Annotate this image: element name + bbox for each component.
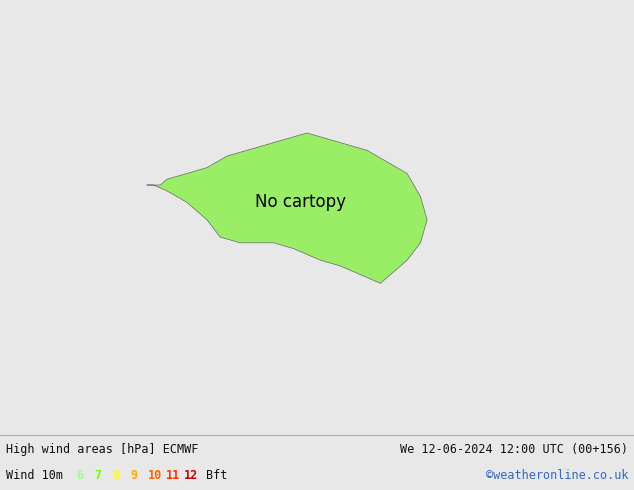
Polygon shape bbox=[147, 133, 427, 283]
Text: 10: 10 bbox=[148, 469, 162, 483]
Text: We 12-06-2024 12:00 UTC (00+156): We 12-06-2024 12:00 UTC (00+156) bbox=[400, 443, 628, 456]
Text: 12: 12 bbox=[184, 469, 198, 483]
Text: 6: 6 bbox=[76, 469, 83, 483]
Text: 11: 11 bbox=[166, 469, 180, 483]
Text: 9: 9 bbox=[130, 469, 137, 483]
Text: 8: 8 bbox=[112, 469, 119, 483]
Text: ©weatheronline.co.uk: ©weatheronline.co.uk bbox=[486, 469, 628, 483]
Text: 7: 7 bbox=[94, 469, 101, 483]
Text: High wind areas [hPa] ECMWF: High wind areas [hPa] ECMWF bbox=[6, 443, 198, 456]
Text: Wind 10m: Wind 10m bbox=[6, 469, 63, 483]
Text: No cartopy: No cartopy bbox=[255, 194, 346, 211]
Text: Bft: Bft bbox=[206, 469, 228, 483]
